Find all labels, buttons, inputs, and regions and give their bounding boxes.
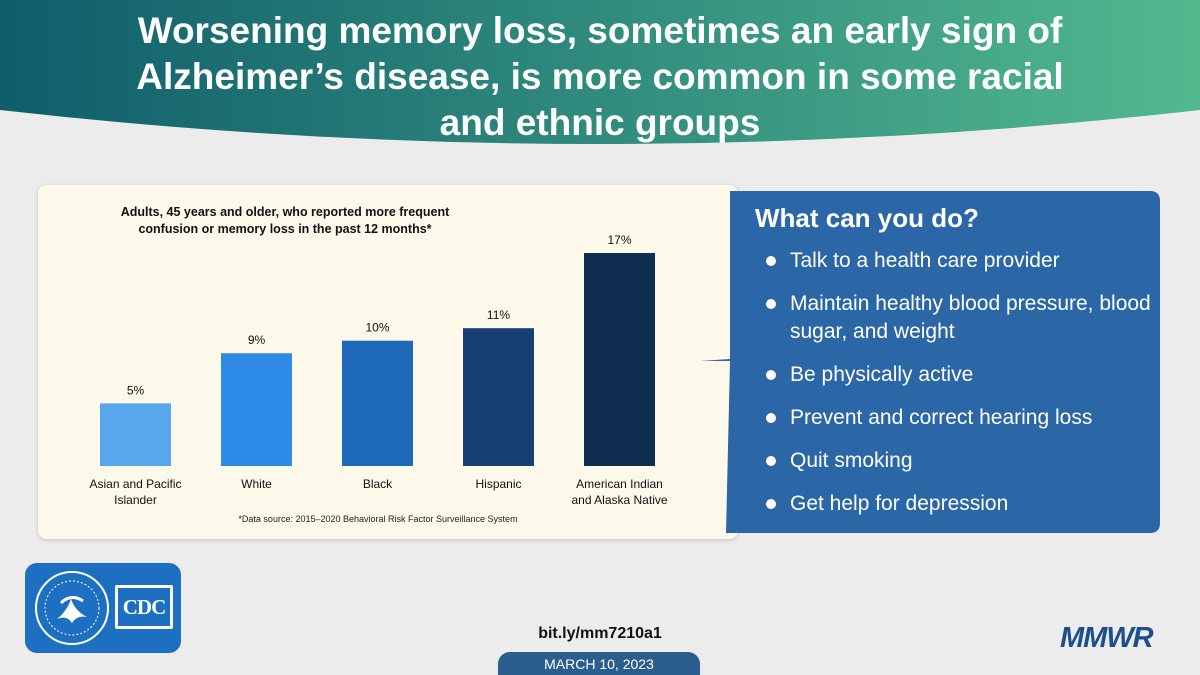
bar [100, 403, 171, 466]
chart-title: Adults, 45 years and older, who reported… [121, 205, 450, 236]
tip-item: Maintain healthy blood pressure, blood s… [764, 290, 1154, 346]
bar [584, 253, 655, 466]
tip-item: Get help for depression [764, 490, 1154, 518]
tips-panel-background [700, 191, 1160, 533]
bullet-icon [766, 499, 776, 509]
bar [221, 353, 292, 466]
bar-value-label: 9% [248, 333, 266, 347]
hhs-seal-icon [35, 571, 109, 645]
tip-text: Maintain healthy blood pressure, blood s… [790, 292, 1151, 343]
bar-value-label: 10% [365, 321, 389, 335]
short-link[interactable]: bit.ly/mm7210a1 [538, 625, 662, 642]
tip-item: Be physically active [764, 361, 1154, 389]
agency-logos: CDC [25, 563, 181, 653]
tips-heading: What can you do? [755, 203, 979, 233]
category-label: Asian and Pacific Islander [89, 477, 181, 507]
chart-panel: Adults, 45 years and older, who reported… [38, 185, 738, 539]
tip-item: Talk to a health care provider [764, 247, 1154, 275]
bullet-icon [766, 370, 776, 380]
bullet-icon [766, 256, 776, 266]
tips-panel: What can you do? Talk to a health care p… [700, 191, 1160, 533]
header-background [0, 0, 1200, 144]
bars-group: 5% Asian and Pacific Islander 9% White 10% Bla… [89, 233, 667, 507]
tip-text: Get help for depression [790, 492, 1009, 515]
bar-value-label: 11% [487, 308, 510, 322]
tip-item: Quit smoking [764, 447, 1154, 475]
headline: Worsening memory loss, sometimes an earl… [136, 10, 1064, 143]
bar-chart: Adults, 45 years and older, who reported… [89, 205, 667, 524]
bar [463, 328, 534, 466]
header-banner: Worsening memory loss, sometimes an earl… [0, 0, 1200, 165]
tip-text: Quit smoking [790, 449, 913, 472]
cdc-logo: CDC [115, 585, 173, 629]
bullet-icon [766, 413, 776, 423]
cdc-logo-text: CDC [118, 588, 170, 626]
bar-value-label: 17% [607, 233, 631, 247]
tip-text: Talk to a health care provider [790, 249, 1060, 272]
tip-item: Prevent and correct hearing loss [764, 404, 1154, 432]
bullet-icon [766, 299, 776, 309]
mmwr-logo: MMWR [1060, 622, 1154, 654]
category-label: Black [363, 477, 393, 491]
tip-text: Prevent and correct hearing loss [790, 406, 1093, 429]
category-label: Hispanic [475, 477, 521, 491]
source-note: *Data source: 2015–2020 Behavioral Risk … [238, 514, 517, 524]
publication-date: MARCH 10, 2023 [498, 652, 700, 675]
category-label: American Indian and Alaska Native [571, 477, 667, 507]
bullet-icon [766, 456, 776, 466]
category-label: White [241, 477, 272, 491]
tip-text: Be physically active [790, 363, 974, 386]
bar [342, 340, 413, 466]
tips-list: Talk to a health care provider Maintain h… [764, 247, 1154, 533]
bar-value-label: 5% [127, 383, 145, 397]
